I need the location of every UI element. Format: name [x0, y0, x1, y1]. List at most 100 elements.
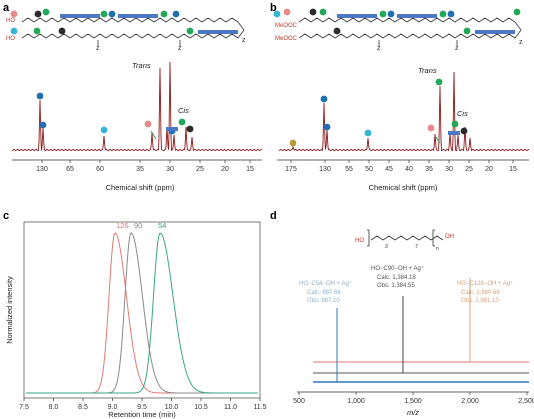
tick-label: 130 [319, 166, 331, 173]
tick-label: 55 [345, 166, 353, 173]
tick-label: 35 [425, 166, 433, 173]
tick-label: 20 [485, 166, 493, 173]
peak-marker [144, 120, 152, 128]
hydroxyl-right: OH [445, 234, 454, 240]
marker-dot [34, 10, 42, 18]
ann-line: HO−C126−OH + Ag⁺ [457, 280, 513, 287]
tick-label: 11.5 [253, 404, 266, 411]
ann-line: Calc. 887.68 [307, 290, 341, 296]
peak-arrow [150, 130, 157, 140]
tick-label: 130 [36, 166, 48, 173]
structure-subscript: z [519, 39, 523, 46]
peak-marker [36, 92, 44, 100]
marker-dot [10, 10, 18, 18]
marker-dot [513, 8, 521, 16]
panel-b: b MeOOC MeOOC z z z [267, 0, 534, 210]
panel-a-figure: HO HO z z z Trans Cis 130 65 60 35 30 25 [6, 8, 263, 192]
tick-label: 7.5 [19, 404, 29, 411]
marker-dot [172, 10, 180, 18]
panel-c: c 126 90 54 7.5 8.0 8.5 9.0 9.5 10.0 10.5 11.0 1… [0, 210, 267, 419]
tick-label: 11.0 [224, 404, 237, 411]
tick-label: 50 [365, 166, 373, 173]
peak-marker [364, 129, 372, 137]
structure-subscript: z [242, 37, 246, 44]
peak-label-54: 54 [158, 221, 166, 230]
marker-dot [379, 10, 387, 18]
tick-label: 8.5 [78, 404, 88, 411]
nmr-spectrum-a [11, 61, 263, 152]
tick-label: 500 [293, 398, 305, 405]
end-group-bottom: MeOOC [275, 36, 298, 42]
x-axis-label: Chemical shift (ppm) [106, 183, 175, 192]
tick-label: 35 [136, 166, 144, 173]
tick-label: 2,000 [461, 398, 479, 405]
marker-dot [33, 27, 41, 35]
cis-label: Cis [178, 106, 189, 115]
structure-subscript: 7 [415, 244, 418, 250]
tick-label: 20 [221, 166, 229, 173]
panel-b-figure: MeOOC MeOOC z z z Trans Cis 175 130 55 50 45 [273, 8, 530, 192]
gpc-curve-126 [26, 232, 258, 394]
tick-label: 25 [196, 166, 204, 173]
tick-label: 8.0 [49, 404, 59, 411]
end-group-top: MeOOC [275, 23, 298, 29]
structure-subscript: z [455, 45, 459, 52]
marker-dot [387, 10, 395, 18]
y-axis-label: Normalized intensity [5, 276, 14, 344]
x-ticks-a: 130 65 60 35 30 25 20 15 [36, 160, 254, 173]
tick-label: 1,500 [404, 398, 422, 405]
x-ticks-d: 500 1,000 1,500 2,000 2,500 [293, 392, 534, 405]
ann-line: HO−C54−OH + Ag⁺ [299, 280, 352, 287]
peak-marker [289, 139, 297, 147]
peak-marker [427, 124, 435, 132]
marker-dot [186, 27, 194, 35]
ann-line: Obs. 1,384.55 [377, 283, 415, 289]
marker-dot [333, 27, 341, 35]
marker-dot [439, 10, 447, 18]
peak-marker [100, 126, 108, 134]
ann-line: Calc. 1,880.68 [461, 290, 500, 296]
panel-d-figure: HO OH 3 7 n HO−C54−OH + Ag⁺ Calc. 887.68… [293, 229, 534, 417]
panel-a-label: a [3, 2, 10, 14]
marker-dot [309, 8, 317, 16]
tick-label: 10.0 [165, 404, 179, 411]
tick-label: 9.5 [137, 404, 147, 411]
tick-label: 9.0 [108, 404, 118, 411]
structure-subscript: n [436, 246, 439, 252]
ms-annotation-126: HO−C126−OH + Ag⁺ Calc. 1,880.68 Obs. 1,8… [457, 280, 513, 304]
gpc-curve-90 [26, 232, 258, 394]
peak-marker [186, 125, 194, 133]
ms-annotation-90: HO−C90−OH + Ag⁺ Calc. 1,384.18 Obs. 1,38… [371, 265, 424, 289]
end-group-top: HO [6, 18, 15, 24]
peak-marker [460, 127, 468, 135]
tick-label: 15 [509, 166, 517, 173]
tick-label: 25 [465, 166, 473, 173]
peak-label-90: 90 [134, 221, 142, 230]
tick-label: 175 [285, 166, 297, 173]
hydroxyl-left: HO [355, 238, 364, 244]
panel-c-label: c [3, 210, 10, 222]
panel-a: a HO HO z z z [0, 0, 267, 210]
structure-bar [475, 30, 515, 34]
ms-annotation-54: HO−C54−OH + Ag⁺ Calc. 887.68 Obs. 887.10 [299, 280, 352, 304]
panel-d-label: d [270, 210, 277, 222]
nmr-spectrum-b [278, 71, 530, 152]
marker-dot [463, 27, 471, 35]
x-ticks-b: 175 130 55 50 45 40 35 30 25 20 15 [285, 160, 517, 173]
end-group-bottom: HO [6, 36, 15, 42]
tick-label: 15 [246, 166, 254, 173]
ann-line: Obs. 887.10 [307, 298, 340, 304]
tick-label: 45 [385, 166, 393, 173]
structure-bar [397, 14, 437, 18]
marker-dot [10, 27, 18, 35]
tick-label: 30 [166, 166, 174, 173]
peak-marker [320, 95, 328, 103]
peak-label-126: 126 [116, 221, 129, 230]
panel-a-structure [21, 17, 245, 46]
structure-subscript: z [96, 45, 100, 52]
panel-d: d HO OH 3 7 n HO−C54−OH + Ag⁺ Calc. 887.… [267, 210, 534, 419]
tick-label: 1,000 [347, 398, 365, 405]
ann-line: HO−C90−OH + Ag⁺ [371, 265, 424, 272]
x-axis-label: Retention time (min) [108, 410, 176, 419]
x-ticks-c: 7.5 8.0 8.5 9.0 9.5 10.0 10.5 11.0 11.5 [19, 398, 267, 411]
